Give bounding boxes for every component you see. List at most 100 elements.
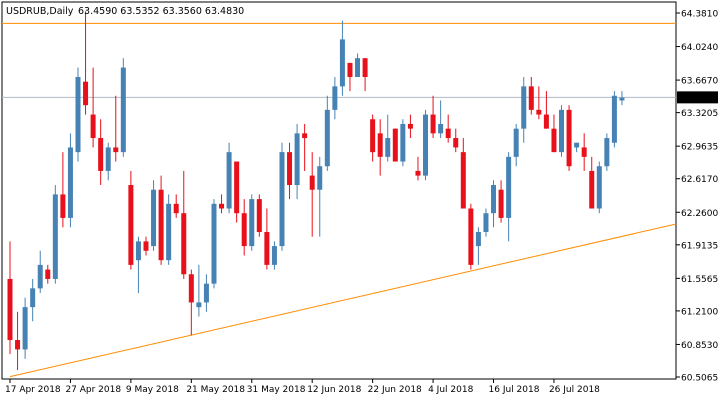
candle-body <box>468 208 474 265</box>
candle <box>196 264 202 317</box>
candle <box>355 53 361 77</box>
candle <box>392 128 398 162</box>
candle <box>543 91 549 129</box>
y-tick-label: 61.5565 <box>681 275 718 285</box>
candle-body <box>249 199 255 247</box>
candle <box>287 142 293 200</box>
y-tick-label: 63.3205 <box>681 109 718 119</box>
candle-body <box>385 138 391 157</box>
candle-body <box>113 147 119 153</box>
x-tick-label: 31 May 2018 <box>247 385 306 395</box>
x-tick-label: 27 Apr 2018 <box>65 385 121 395</box>
candle <box>7 241 13 355</box>
candle <box>611 91 617 148</box>
candle-body <box>226 152 232 209</box>
candle <box>370 114 376 162</box>
candle-body <box>271 246 277 265</box>
candle-body <box>234 161 240 214</box>
candle <box>468 203 474 270</box>
candle <box>377 119 383 176</box>
candle-body <box>604 138 610 167</box>
candle <box>551 114 557 153</box>
candle <box>120 58 126 157</box>
candle <box>491 180 497 228</box>
candle-body <box>143 241 149 251</box>
candle-body <box>551 128 557 153</box>
plot-frame <box>1 1 677 380</box>
candle-body <box>219 203 225 209</box>
price-tag-background <box>677 91 718 104</box>
candle <box>45 264 51 284</box>
candle-body <box>279 152 285 247</box>
x-tick-label: 9 May 2018 <box>126 385 179 395</box>
candle <box>460 138 466 209</box>
candle-body <box>181 213 187 275</box>
candle <box>226 142 232 214</box>
y-tick-label: 61.2100 <box>681 307 718 317</box>
candle-body <box>105 147 111 171</box>
candle-body <box>75 76 81 153</box>
candle <box>324 95 330 171</box>
candle <box>483 208 489 237</box>
candle <box>158 175 164 265</box>
candle-body <box>173 203 179 214</box>
candle-body <box>166 203 172 261</box>
candle-body <box>339 39 345 87</box>
y-tick-label: 64.0240 <box>681 43 718 53</box>
candle-body <box>52 194 58 279</box>
candle <box>241 199 247 256</box>
candle <box>98 119 104 186</box>
candle-body <box>528 86 534 110</box>
candle-body <box>120 67 126 153</box>
candle-body <box>128 185 134 265</box>
candle-body <box>37 264 43 289</box>
candle-body <box>430 114 436 134</box>
candle <box>90 67 96 148</box>
candle-body <box>574 142 580 148</box>
candle <box>52 185 58 284</box>
candle-body <box>264 231 270 265</box>
candle-body <box>211 203 217 284</box>
x-tick-label: 4 Jul 2018 <box>428 385 473 395</box>
candle <box>309 152 315 237</box>
candle-body <box>309 175 315 190</box>
candle <box>339 20 345 96</box>
ohlc-header: 63.4590 63.5352 63.3560 63.4830 <box>78 6 244 17</box>
candle <box>438 100 444 139</box>
candle <box>181 170 187 279</box>
candle-body <box>15 340 21 350</box>
y-axis: 64.3810 64.0240 63.6670 63.3205 62.9635 62.61… <box>676 10 718 384</box>
candle <box>105 142 111 181</box>
candle-body <box>294 133 300 186</box>
candle <box>234 161 240 223</box>
price-tag-label: 63.4830 <box>680 94 717 104</box>
candle <box>203 274 209 312</box>
y-tick-label: 62.2600 <box>681 209 718 219</box>
candle-body <box>347 62 353 77</box>
candle-body <box>203 283 209 303</box>
candle-body <box>7 278 13 341</box>
candle-body <box>188 274 194 303</box>
candle <box>256 194 262 237</box>
candle-body <box>438 123 444 134</box>
candle-body <box>521 86 527 129</box>
candle <box>521 76 527 143</box>
candle-body <box>589 170 595 209</box>
candle <box>581 133 587 171</box>
candle-body <box>83 81 89 106</box>
candle <box>589 156 595 209</box>
candle-body <box>324 109 330 167</box>
y-tick-label: 62.9635 <box>681 143 718 153</box>
candle <box>498 180 504 223</box>
candle <box>264 208 270 270</box>
x-tick-label: 16 Jul 2018 <box>489 385 540 395</box>
candle-body <box>355 58 361 77</box>
candle <box>113 95 119 162</box>
y-tick-label: 63.6670 <box>681 77 718 87</box>
candle <box>453 128 459 153</box>
y-tick-label: 60.8530 <box>681 341 718 351</box>
x-tick-label: 22 Jun 2018 <box>368 385 422 395</box>
candle-body <box>543 114 549 129</box>
candle <box>211 199 217 289</box>
candle-body <box>241 213 247 247</box>
